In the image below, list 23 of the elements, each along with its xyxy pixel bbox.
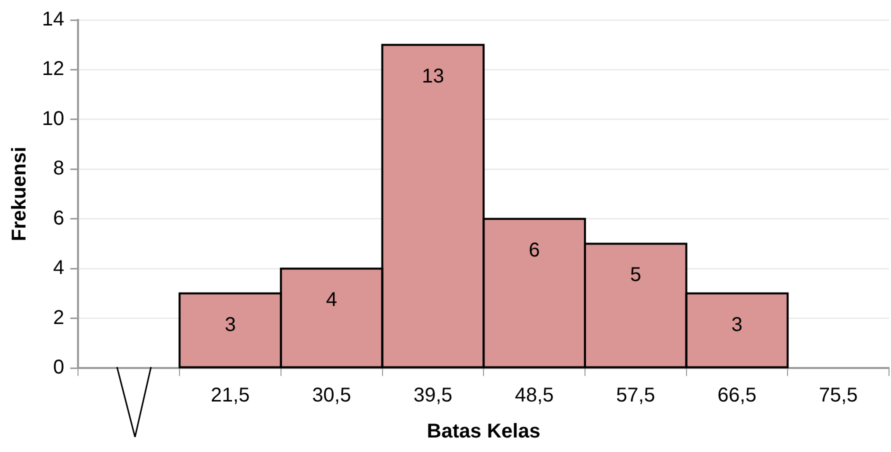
y-tick-label: 14 — [42, 8, 64, 31]
x-tick-label: 39,5 — [413, 384, 452, 407]
y-tick-label: 4 — [53, 257, 64, 280]
data-label: 13 — [422, 65, 444, 88]
x-tick-label: 48,5 — [514, 384, 554, 407]
y-tick-label: 2 — [53, 306, 64, 329]
y-axis-title: Frekuensi — [8, 146, 31, 242]
y-tick-label: 10 — [42, 108, 64, 130]
y-tick-label: 0 — [53, 356, 64, 379]
data-label: 3 — [224, 314, 236, 336]
y-tick-label: 6 — [53, 207, 64, 230]
x-axis-title: Batas Kelas — [426, 420, 540, 443]
data-label: 3 — [731, 314, 743, 336]
y-tick-label: 12 — [42, 58, 64, 80]
x-tick-label: 75,5 — [818, 384, 858, 407]
data-label: 5 — [630, 264, 642, 286]
x-tick-label: 21,5 — [210, 384, 250, 407]
data-label: 4 — [326, 289, 338, 312]
x-tick-label: 57,5 — [616, 384, 656, 407]
x-tick-label: 30,5 — [312, 384, 352, 407]
data-label: 6 — [528, 239, 540, 262]
y-tick-label: 8 — [53, 158, 64, 180]
x-tick-label: 66,5 — [718, 384, 756, 407]
